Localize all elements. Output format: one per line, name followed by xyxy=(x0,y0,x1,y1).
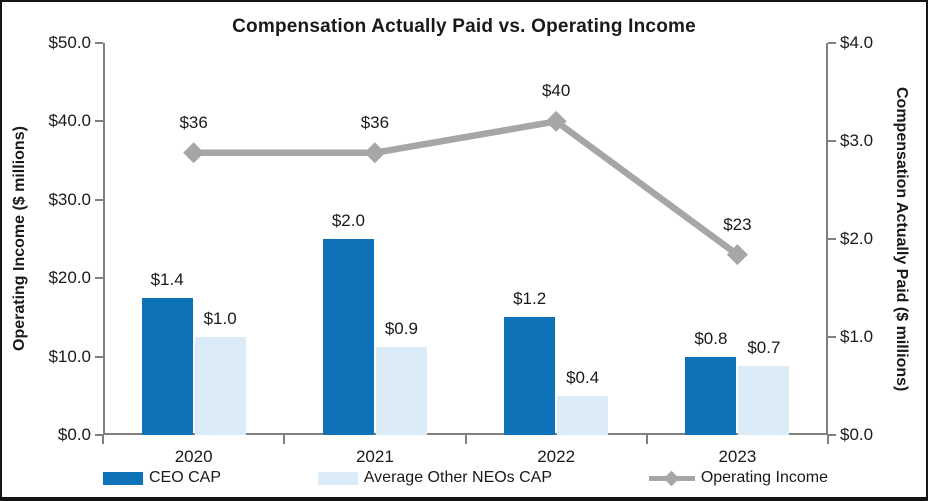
right-axis-tick xyxy=(828,140,836,142)
right-axis-title: Compensation Actually Paid ($ millions) xyxy=(893,86,910,392)
legend: CEO CAP Average Other NEOs CAP Operating I… xyxy=(103,466,828,490)
bar-ceo-cap xyxy=(504,317,556,435)
bar-value-label-average-other-neos-cap: $1.0 xyxy=(203,309,237,328)
line-value-label-operating-income: $36 xyxy=(360,112,390,132)
left-axis-tick xyxy=(95,120,103,123)
left-axis-tick-label: $20.0 xyxy=(48,268,91,288)
bar-value-label-ceo-cap: $1.4 xyxy=(150,269,184,289)
legend-diamond-icon xyxy=(663,470,680,486)
bar-ceo-cap xyxy=(322,239,374,435)
left-axis-tick-label: $50.0 xyxy=(48,33,91,52)
left-axis-tick-label: $40.0 xyxy=(48,111,91,131)
bar-average-other-neos-cap xyxy=(194,337,246,435)
bar-value-label-average-other-neos-cap: $0.7 xyxy=(747,338,781,358)
left-axis-tick xyxy=(95,42,103,44)
bar-ceo-cap xyxy=(141,297,193,435)
x-axis-tick xyxy=(645,435,648,444)
plot-area xyxy=(103,43,828,435)
line-point-marker-operating-income xyxy=(183,142,205,164)
left-axis-tick xyxy=(95,277,103,280)
line-point-marker-operating-income xyxy=(364,142,386,164)
right-axis-tick xyxy=(828,336,836,338)
legend-swatch-operating-income xyxy=(648,470,695,486)
x-axis-tick xyxy=(464,435,467,444)
x-axis-label: 2022 xyxy=(537,447,576,466)
bar-ceo-cap xyxy=(685,356,737,435)
x-axis-label: 2023 xyxy=(718,447,757,466)
x-axis-tick xyxy=(102,435,104,444)
legend-label-operating-income: Operating Income xyxy=(700,469,828,486)
left-axis-tick-label: $30.0 xyxy=(48,189,91,209)
legend-label-average-other-neos-cap: Average Other NEOs CAP xyxy=(363,469,553,486)
line-series-layer xyxy=(183,110,748,266)
chart-title: Compensation Actually Paid vs. Operating… xyxy=(232,16,696,37)
line-point-marker-operating-income xyxy=(726,244,748,266)
line-operating-income xyxy=(193,117,740,258)
right-axis-tick-label: $4.0 xyxy=(840,33,874,52)
bar-value-label-average-other-neos-cap: $0.9 xyxy=(384,318,418,338)
left-axis-tick-label: $10.0 xyxy=(48,346,91,366)
x-axis-label: 2020 xyxy=(174,447,213,466)
legend-swatch-average-other-neos-cap xyxy=(317,471,358,485)
legend-swatch-ceo-cap xyxy=(103,471,143,485)
line-value-label-operating-income: $36 xyxy=(179,112,208,132)
line-value-label-operating-income: $40 xyxy=(541,81,571,101)
left-axis-tick xyxy=(95,434,103,436)
legend-item-average-other-neos-cap: Average Other NEOs CAP xyxy=(317,469,553,487)
right-axis-tick xyxy=(828,434,836,436)
right-axis-tick xyxy=(828,42,836,44)
bar-value-label-ceo-cap: $0.8 xyxy=(694,328,728,348)
bar-value-label-average-other-neos-cap: $0.4 xyxy=(566,367,600,387)
x-axis-tick xyxy=(283,435,286,444)
bar-value-label-ceo-cap: $1.2 xyxy=(513,289,547,309)
line-value-label-operating-income: $23 xyxy=(723,214,752,234)
line-point-marker-operating-income xyxy=(545,110,567,132)
left-axis-tick xyxy=(95,355,103,358)
right-axis-tick-label: $2.0 xyxy=(840,229,874,248)
bar-value-label-ceo-cap: $2.0 xyxy=(331,211,365,230)
right-axis-tick xyxy=(828,238,836,240)
left-axis-tick xyxy=(95,198,103,201)
x-axis-tick xyxy=(827,435,829,444)
x-axis-label: 2021 xyxy=(355,447,394,466)
bar-average-other-neos-cap xyxy=(738,366,790,435)
right-axis-tick-label: $1.0 xyxy=(840,327,874,346)
bar-average-other-neos-cap xyxy=(557,395,609,435)
legend-item-ceo-cap: CEO CAP xyxy=(103,469,221,487)
left-axis-title: Operating Income ($ millions) xyxy=(11,126,28,352)
right-axis-tick-label: $3.0 xyxy=(840,131,874,150)
legend-item-operating-income: Operating Income xyxy=(648,469,828,487)
right-axis-tick-label: $0.0 xyxy=(840,425,874,444)
legend-label-ceo-cap: CEO CAP xyxy=(149,469,222,486)
left-axis-tick-label: $0.0 xyxy=(57,425,91,444)
bar-average-other-neos-cap xyxy=(375,346,427,435)
